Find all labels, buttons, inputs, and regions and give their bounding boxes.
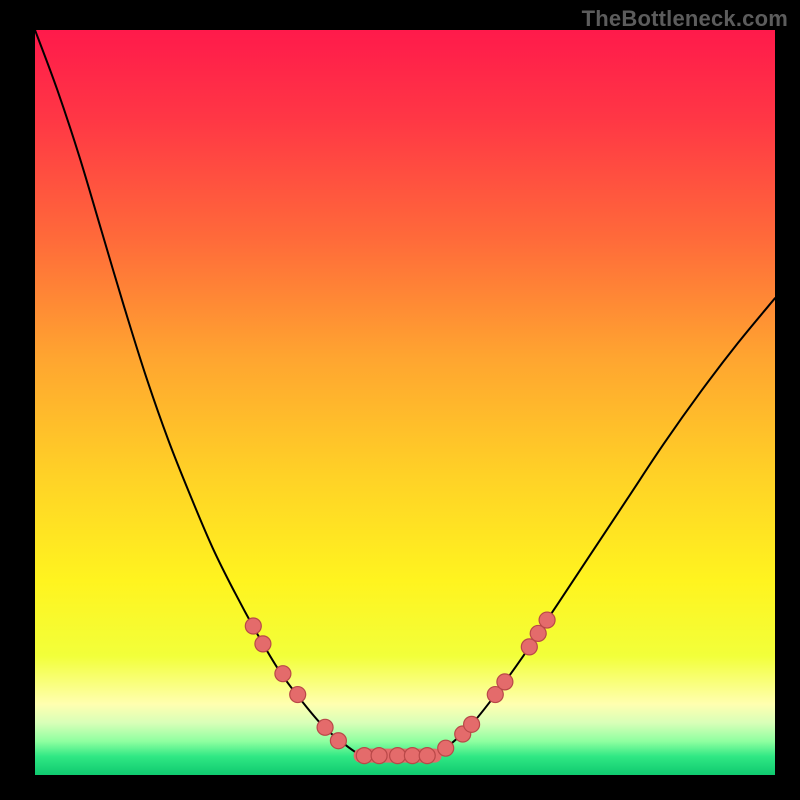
data-marker xyxy=(371,748,387,764)
data-marker xyxy=(404,748,420,764)
data-marker xyxy=(438,740,454,756)
data-marker xyxy=(419,748,435,764)
plot-area xyxy=(35,30,775,775)
data-marker xyxy=(356,748,372,764)
data-marker xyxy=(464,716,480,732)
data-marker xyxy=(317,719,333,735)
data-marker xyxy=(245,618,261,634)
data-marker xyxy=(539,612,555,628)
data-marker xyxy=(275,666,291,682)
watermark-text: TheBottleneck.com xyxy=(582,6,788,32)
data-marker xyxy=(330,733,346,749)
chart-svg xyxy=(35,30,775,775)
data-marker xyxy=(255,636,271,652)
data-marker xyxy=(497,674,513,690)
data-marker xyxy=(290,687,306,703)
gradient-background xyxy=(35,30,775,775)
data-marker xyxy=(390,748,406,764)
